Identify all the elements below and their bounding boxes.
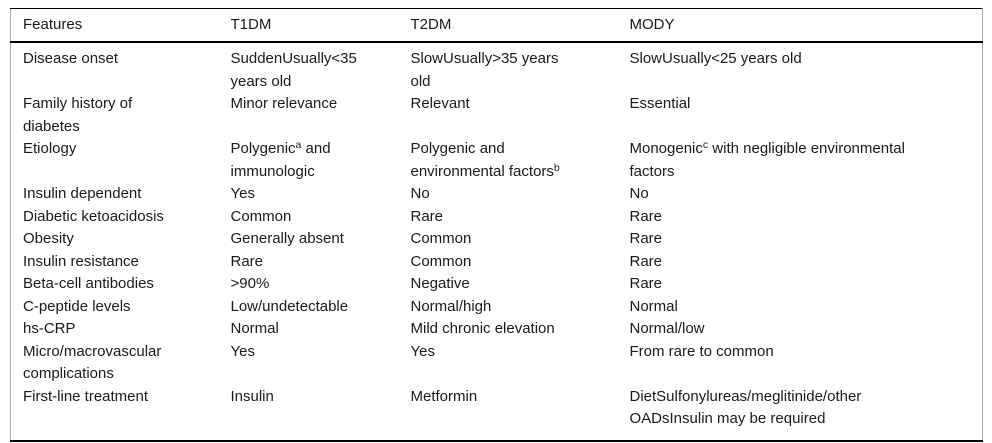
table-row: Disease onset SuddenUsually<35 years old S… <box>11 42 983 93</box>
mody-cell: Monogenicc with negligible environmental… <box>629 139 905 180</box>
table-row: Insulin resistance Rare Common Rare <box>11 251 983 274</box>
mody-cell: Normal <box>629 297 678 315</box>
t1dm-cell: Yes <box>230 342 255 360</box>
footnote-marker: a <box>295 139 302 151</box>
t2dm-cell: Mild chronic elevation <box>410 320 555 337</box>
footnote-marker: c <box>702 139 709 151</box>
mody-cell: Normal/low <box>629 320 705 337</box>
footnote-marker: b <box>553 161 560 174</box>
table-row: First-line treatment Insulin Metformin Diet… <box>11 386 983 441</box>
mody-cell: Essential <box>629 95 691 112</box>
table-row: Micro/macrovascular complications Yes Yes F… <box>11 341 983 386</box>
feature-cell: Disease onset <box>23 50 119 67</box>
t2dm-cell: SlowUsually>35 years old <box>410 50 559 90</box>
feature-cell: C-peptide levels <box>23 297 131 315</box>
t2dm-cell: Normal/high <box>410 297 492 315</box>
comparison-table-container: Features T1DM T2DM MODY Disease onset Sud… <box>10 8 983 442</box>
mody-cell: SlowUsually<25 years old <box>629 50 802 67</box>
table-body: Disease onset SuddenUsually<35 years old S… <box>11 42 983 441</box>
column-header-features: Features <box>10 8 231 43</box>
feature-cell: Obesity <box>23 230 74 247</box>
table-row: Beta-cell antibodies >90% Negative Rare <box>11 273 983 296</box>
mody-cell: Rare <box>629 230 663 247</box>
t1dm-cell: Insulin <box>230 387 274 405</box>
table-row: C-peptide levels Low/undetectable Normal/h… <box>11 296 983 319</box>
t1dm-cell: Polygenica and immunologic <box>230 139 331 180</box>
t2dm-cell: Common <box>410 252 472 270</box>
comparison-table: Features T1DM T2DM MODY Disease onset Sud… <box>10 8 983 442</box>
t2dm-cell: Yes <box>410 342 435 360</box>
mody-cell: DietSulfonylureas/meglitinide/other OADs… <box>629 387 862 428</box>
t1dm-cell: Normal <box>230 320 279 337</box>
feature-cell: Family history of diabetes <box>23 95 133 135</box>
table-row: Family history of diabetes Minor relevanc… <box>11 93 983 138</box>
t1dm-cell: Yes <box>230 185 255 202</box>
feature-cell: Etiology <box>23 140 77 157</box>
t1dm-cell: >90% <box>230 275 270 292</box>
table-row: hs-CRP Normal Mild chronic elevation Normal… <box>11 318 983 341</box>
feature-cell: Diabetic ketoacidosis <box>23 207 164 225</box>
t1dm-cell: SuddenUsually<35 years old <box>230 50 357 90</box>
t1dm-cell: Common <box>230 207 292 225</box>
feature-cell: Micro/macrovascular complications <box>23 342 162 383</box>
feature-cell: hs-CRP <box>23 320 76 337</box>
mody-cell: Rare <box>629 252 663 270</box>
t1dm-cell: Low/undetectable <box>230 297 349 315</box>
t1dm-cell: Generally absent <box>230 230 344 247</box>
feature-cell: Insulin dependent <box>23 185 142 202</box>
table-row: Obesity Generally absent Common Rare <box>11 228 983 251</box>
table-row: Etiology Polygenica and immunologic Polyge… <box>11 138 983 183</box>
feature-cell: First-line treatment <box>23 387 149 405</box>
header-row: Features T1DM T2DM MODY <box>10 8 983 43</box>
t2dm-cell: Rare <box>410 207 444 225</box>
column-header-mody: MODY <box>629 8 983 43</box>
mody-cell: From rare to common <box>629 342 774 360</box>
t2dm-cell: Relevant <box>410 95 470 112</box>
t2dm-cell: Common <box>410 230 472 247</box>
t2dm-cell: No <box>410 185 430 202</box>
mody-cell: No <box>629 185 649 202</box>
column-header-t2dm: T2DM <box>410 8 630 43</box>
table-row: Insulin dependent Yes No No <box>11 183 983 206</box>
mody-cell: Rare <box>629 207 663 225</box>
table-header: Features T1DM T2DM MODY <box>10 8 983 43</box>
feature-cell: Insulin resistance <box>23 252 139 270</box>
table-row: Diabetic ketoacidosis Common Rare Rare <box>11 206 983 229</box>
column-header-t1dm: T1DM <box>230 8 411 43</box>
t2dm-cell: Polygenic and environmental factorsb <box>410 140 560 180</box>
t1dm-cell: Minor relevance <box>230 95 338 112</box>
mody-cell: Rare <box>629 275 663 292</box>
feature-cell: Beta-cell antibodies <box>23 275 154 292</box>
t2dm-cell: Negative <box>410 275 470 292</box>
t2dm-cell: Metformin <box>410 387 478 405</box>
t1dm-cell: Rare <box>230 252 264 270</box>
